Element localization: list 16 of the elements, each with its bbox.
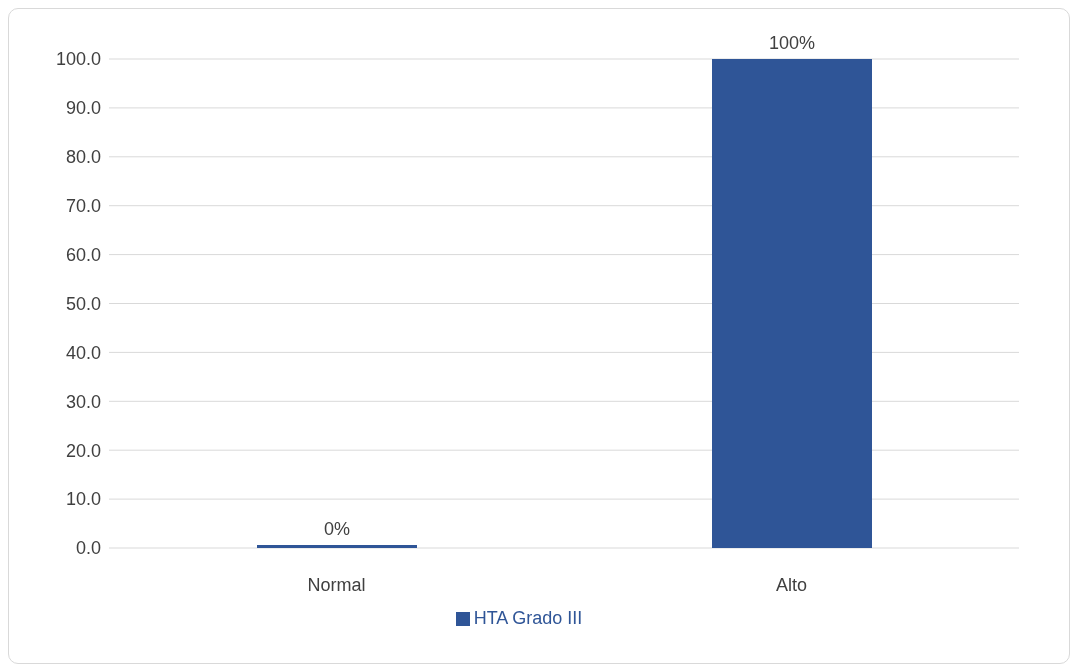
y-tick-label: 0.0 (75, 538, 101, 559)
y-tick-label: 30.0 (65, 391, 101, 412)
y-tick-label: 80.0 (65, 147, 101, 168)
y-tick-label: 20.0 (65, 440, 101, 461)
x-tick-label: Normal (307, 574, 366, 595)
x-tick-label: Alto (775, 574, 808, 595)
y-tick-label: 50.0 (65, 293, 101, 314)
y-tick-label: 60.0 (65, 244, 101, 265)
y-tick-label: 100.0 (55, 49, 101, 70)
y-tick-label: 70.0 (65, 196, 101, 217)
y-tick-label: 90.0 (65, 98, 101, 119)
legend-label: HTA Grado III (473, 608, 583, 628)
y-tick-label: 10.0 (65, 489, 101, 510)
y-tick-label: 40.0 (65, 342, 101, 363)
data-label: 100% (768, 33, 816, 53)
data-label: 0% (323, 519, 351, 539)
